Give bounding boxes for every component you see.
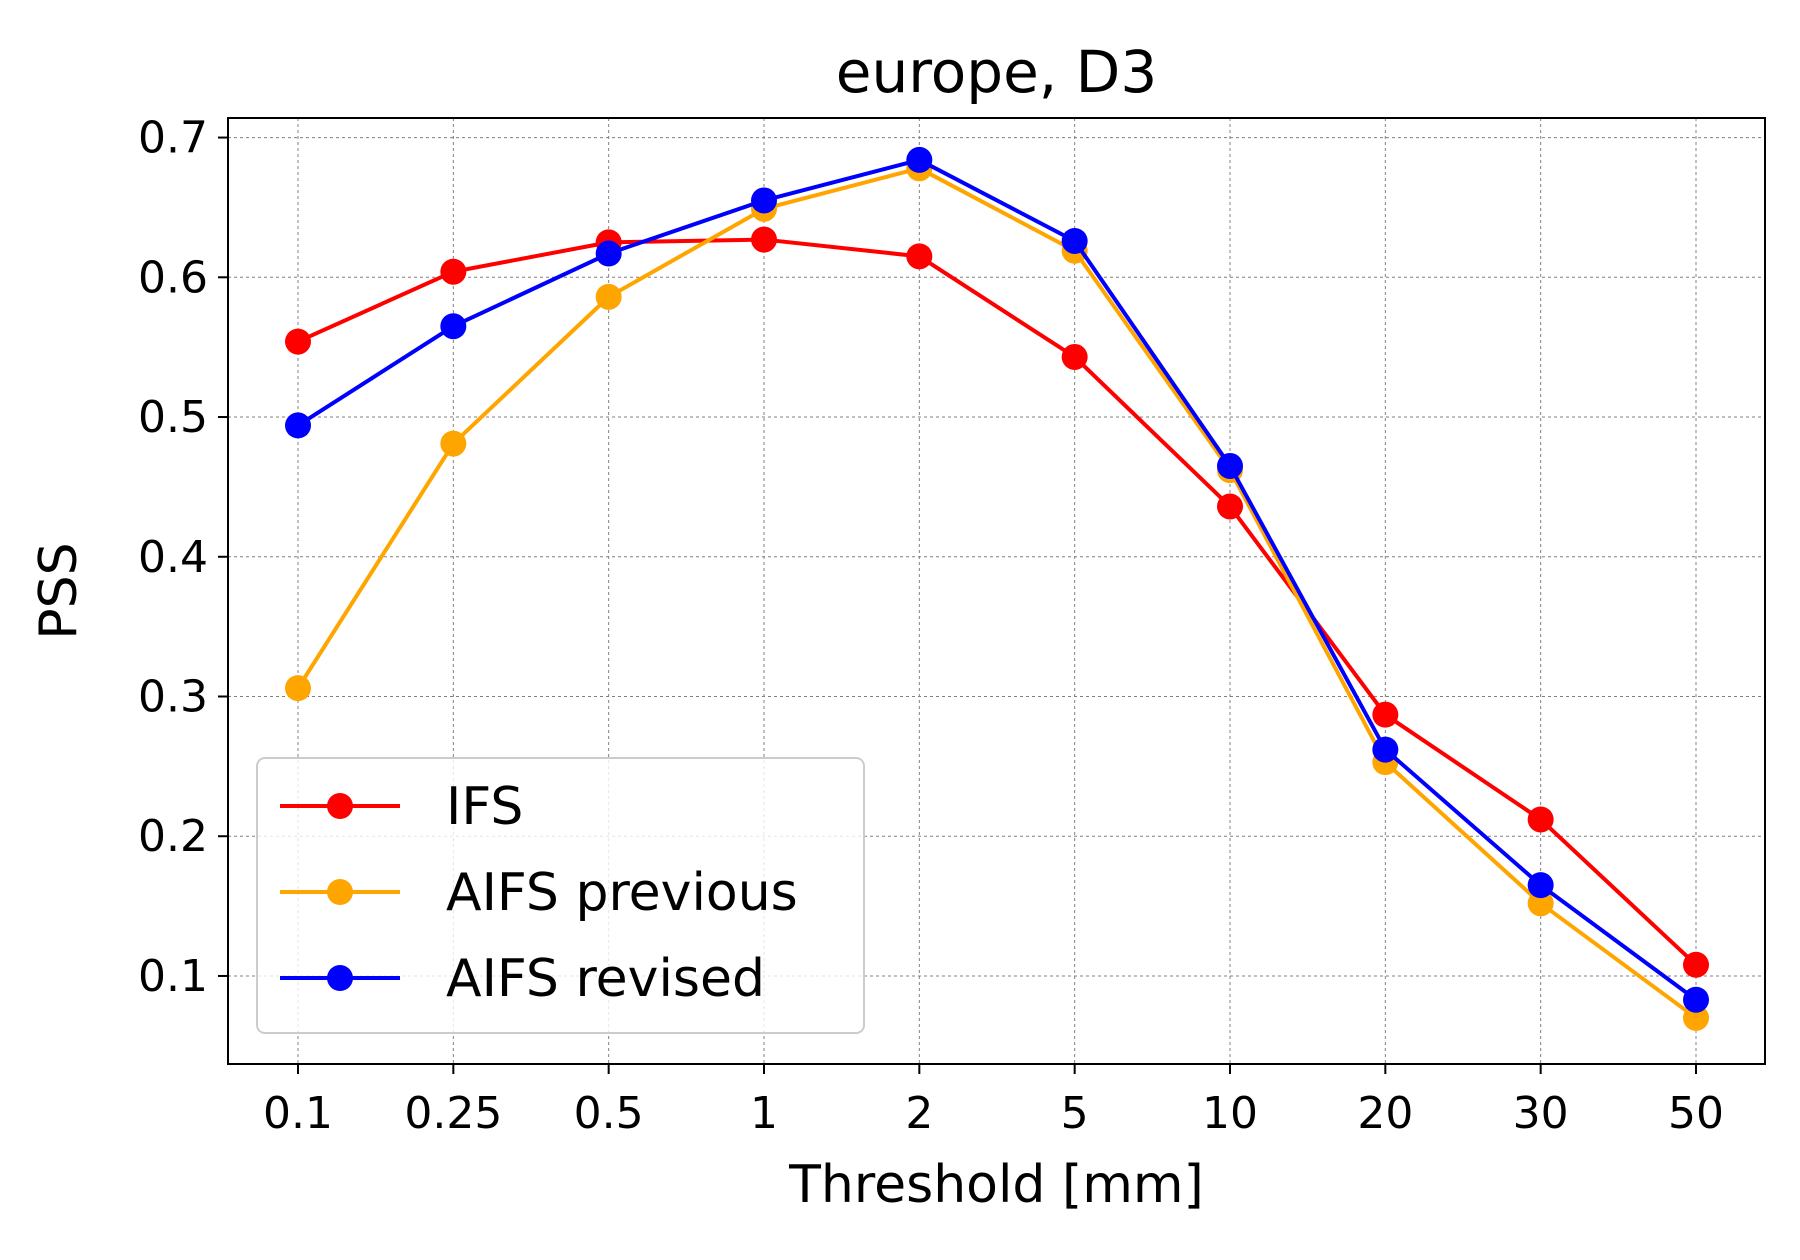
x-tick-label: 0.1 [263, 1088, 333, 1139]
series-ifs [285, 226, 1709, 978]
data-point [1527, 872, 1554, 899]
data-point [285, 675, 311, 702]
legend: IFS AIFS previous AIFS revised [256, 757, 865, 1034]
x-tick-label: 1 [750, 1088, 778, 1139]
data-point [595, 283, 622, 310]
legend-label: AIFS previous [446, 863, 798, 923]
x-tick-label: 0.5 [574, 1088, 644, 1139]
data-point [1683, 951, 1709, 978]
x-tick-label: 50 [1668, 1088, 1724, 1139]
data-point [440, 258, 467, 285]
series-line [297, 237, 1698, 967]
x-tick-label: 0.25 [404, 1088, 502, 1139]
x-tick-label: 30 [1513, 1088, 1569, 1139]
legend-box [256, 757, 865, 1034]
y-tick-label: 0.2 [138, 811, 208, 862]
x-tick-label: 10 [1202, 1088, 1258, 1139]
data-point [906, 243, 933, 270]
data-point [1217, 493, 1243, 520]
y-tick-label: 0.4 [138, 532, 208, 583]
chart-title: europe, D3 [836, 38, 1157, 106]
series-line [296, 166, 1698, 1020]
data-point [1061, 227, 1088, 254]
data-point [1217, 452, 1243, 479]
legend-label: AIFS revised [446, 949, 765, 1009]
x-tick-label: 20 [1357, 1088, 1413, 1139]
y-axis-label: PSS [29, 542, 89, 639]
data-point [440, 313, 467, 340]
axes: 0.1 0.25 0.5 1 2 5 10 20 30 50 0.1 0.2 0.3 0.4 0.5 0.6 0… [138, 113, 1724, 1139]
data-point [1683, 986, 1709, 1013]
data-point [595, 240, 622, 267]
data-point [1683, 1004, 1709, 1031]
series-layer [285, 146, 1709, 1031]
data-point [751, 187, 777, 214]
data-point [1527, 890, 1554, 917]
x-tick-label: 5 [1061, 1088, 1089, 1139]
y-tick-label: 0.6 [138, 252, 208, 303]
x-tick-label: 2 [905, 1088, 933, 1139]
data-point [1527, 806, 1554, 833]
legend-marker [327, 879, 353, 905]
data-point [285, 412, 311, 439]
grid [228, 118, 1765, 1064]
x-axis-label: Threshold [mm] [788, 1155, 1204, 1215]
data-point [440, 430, 467, 457]
y-tick-label: 0.5 [138, 392, 208, 443]
data-point [1061, 343, 1088, 370]
data-point [751, 226, 777, 253]
legend-marker [327, 965, 353, 991]
y-tick-label: 0.7 [138, 113, 208, 164]
legend-label: IFS [446, 777, 523, 837]
legend-marker [327, 793, 353, 819]
y-tick-label: 0.1 [138, 951, 208, 1002]
data-point [285, 328, 311, 355]
data-point [906, 146, 933, 173]
series-aifs-revised [285, 146, 1709, 1013]
data-point [1372, 736, 1399, 763]
y-tick-label: 0.3 [138, 671, 208, 722]
series-line [296, 157, 1698, 1002]
plot-frame [227, 117, 1766, 1065]
data-point [1372, 701, 1399, 728]
